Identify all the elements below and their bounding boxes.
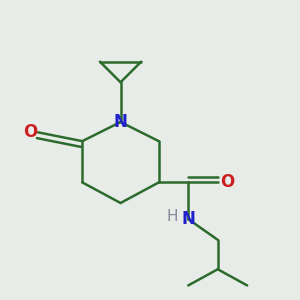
Text: O: O bbox=[220, 173, 234, 191]
Text: O: O bbox=[23, 123, 37, 141]
Text: H: H bbox=[166, 209, 178, 224]
Text: N: N bbox=[114, 113, 128, 131]
Text: N: N bbox=[181, 210, 195, 228]
